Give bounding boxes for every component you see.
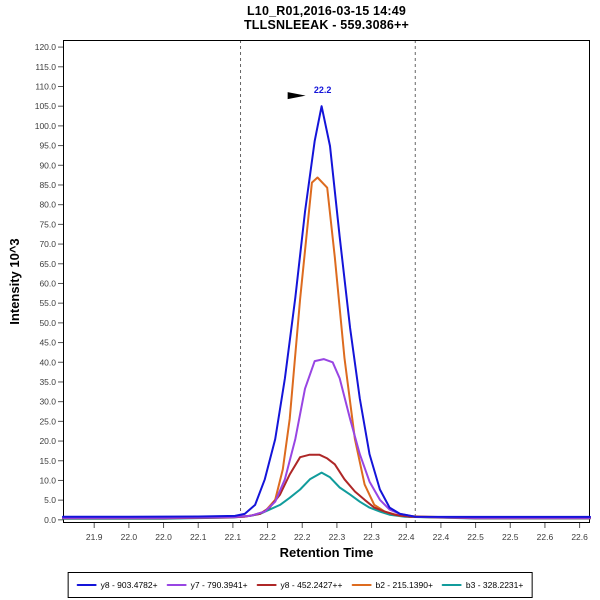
chart-title-block: L10_R01,2016-03-15 14:49 TLLSNLEEAK - 55…	[63, 4, 590, 32]
x-axis-title: Retention Time	[279, 545, 374, 560]
y-tick-label: 50.0	[39, 318, 56, 328]
legend-item-label: y8 - 452.2427++	[280, 580, 343, 590]
y-tick-label: 25.0	[39, 416, 56, 426]
y-tick-label: 80.0	[39, 200, 56, 210]
legend-line-swatch	[166, 583, 187, 587]
legend-item-label: b2 - 215.1390+	[375, 580, 433, 590]
x-tick-label: 22.6	[537, 532, 554, 542]
x-tick-label: 22.6	[571, 532, 588, 542]
chromatogram-plot[interactable]: 21.9 22.0 22.0 22.1 22.1 22.2 22.2 22.3 22.3 22.4…	[0, 0, 600, 568]
series-line-y8	[62, 105, 591, 518]
y-tick-label: 0.0	[44, 515, 56, 525]
legend-item-label: b3 - 328.2231+	[465, 580, 524, 590]
x-tick-label: 22.5	[467, 532, 484, 542]
legend-item: y8 - 452.2427++	[256, 580, 343, 590]
legend: y8 - 903.4782+ y7 - 790.3941+ y8 - 452.242…	[67, 572, 533, 598]
peak-rt-annotation: 22.2	[314, 85, 332, 95]
x-tick-label: 22.3	[329, 532, 346, 542]
legend-line-swatch	[76, 583, 97, 587]
legend-item: b3 - 328.2231+	[441, 580, 524, 590]
chart-title: L10_R01,2016-03-15 14:49	[246, 4, 407, 18]
legend-line-swatch	[256, 583, 277, 587]
legend-item-label: y7 - 790.3941+	[190, 580, 248, 590]
legend-line-swatch	[351, 583, 372, 587]
y-tick-label: 100.0	[35, 121, 57, 131]
x-tick-label: 22.2	[259, 532, 276, 542]
y-tick-label: 15.0	[39, 456, 56, 466]
y-tick-label: 40.0	[39, 357, 56, 367]
x-tick-label: 22.0	[121, 532, 138, 542]
series-line-y7	[62, 358, 591, 519]
y-tick-label: 70.0	[39, 239, 56, 249]
y-tick-label: 55.0	[39, 298, 56, 308]
x-tick-label: 22.1	[190, 532, 207, 542]
y-tick-label: 30.0	[39, 397, 56, 407]
y-tick-label: 65.0	[39, 259, 56, 269]
x-tick-label: 21.9	[86, 532, 103, 542]
y-tick-label: 115.0	[35, 62, 56, 72]
x-tick-label: 22.5	[502, 532, 519, 542]
y-tick-label: 85.0	[39, 180, 56, 190]
x-tick-label: 22.3	[363, 532, 380, 542]
plot-border	[63, 40, 590, 523]
y-tick-label: 110.0	[35, 81, 56, 91]
peak-id-arrow-icon	[287, 92, 306, 100]
x-tick-label: 22.4	[398, 532, 415, 542]
legend-line-swatch	[441, 583, 462, 587]
y-tick-label: 60.0	[39, 278, 56, 288]
y-tick-label: 10.0	[39, 475, 56, 485]
legend-item-label: y8 - 903.4782+	[100, 580, 158, 590]
x-tick-label: 22.0	[155, 532, 172, 542]
y-tick-label: 75.0	[39, 219, 56, 229]
y-tick-label: 20.0	[39, 436, 56, 446]
legend-item: b2 - 215.1390+	[351, 580, 433, 590]
y-tick-label: 95.0	[39, 141, 56, 151]
legend-item: y8 - 903.4782+	[76, 580, 158, 590]
legend-item: y7 - 790.3941+	[166, 580, 248, 590]
y-tick-label: 35.0	[39, 377, 56, 387]
series-line-b2	[62, 176, 591, 519]
y-tick-label: 90.0	[39, 160, 56, 170]
y-tick-label: 120.0	[35, 42, 57, 52]
chart-subtitle: TLLSNLEEAK - 559.3086++	[243, 18, 410, 32]
y-tick-label: 5.0	[44, 495, 56, 505]
x-tick-label: 22.4	[433, 532, 450, 542]
x-tick-label: 22.2	[294, 532, 311, 542]
series-line-b3	[62, 471, 591, 520]
x-tick-label: 22.1	[225, 532, 242, 542]
y-tick-label: 105.0	[35, 101, 57, 111]
y-tick-label: 45.0	[39, 338, 56, 348]
series-line-y8	[62, 453, 591, 520]
